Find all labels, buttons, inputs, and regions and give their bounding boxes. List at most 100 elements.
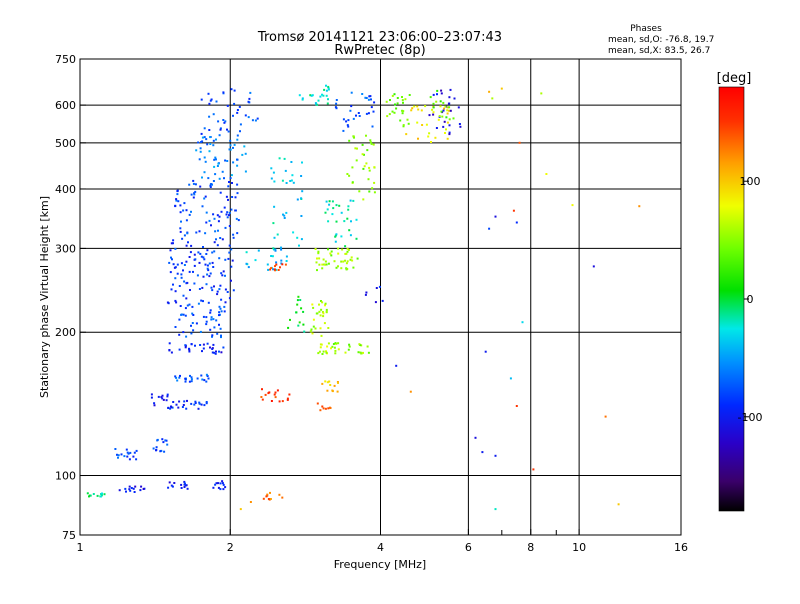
scatter-point (206, 375, 209, 377)
scatter-point (324, 211, 327, 214)
scatter-point (350, 220, 352, 223)
scatter-point (445, 116, 448, 119)
scatter-point (184, 344, 187, 347)
scatter-point (347, 208, 350, 211)
scatter-point (247, 116, 250, 119)
scatter-point (285, 211, 288, 214)
scatter-point (170, 484, 173, 487)
scatter-point (311, 332, 314, 335)
scatter-point (234, 196, 237, 199)
scatter-point (266, 263, 269, 266)
scatter-point (402, 101, 404, 104)
scatter-point (371, 125, 374, 128)
scatter-point (212, 144, 215, 147)
scatter-point (303, 330, 306, 333)
scatter-point (532, 468, 535, 471)
scatter-point (205, 323, 208, 326)
scatter-point (183, 264, 186, 266)
scatter-point (391, 110, 394, 113)
scatter-point (254, 119, 257, 122)
scatter-point (280, 259, 283, 262)
scatter-point (321, 267, 324, 270)
scatter-point (401, 99, 404, 102)
scatter-point (347, 248, 350, 251)
scatter-point (509, 377, 512, 380)
scatter-point (162, 398, 165, 401)
scatter-point (208, 102, 211, 105)
scatter-point (187, 241, 189, 244)
scatter-point (440, 110, 443, 113)
scatter-point (220, 351, 223, 354)
scatter-point (346, 268, 349, 270)
scatter-point (202, 315, 205, 318)
scatter-point (224, 120, 227, 123)
scatter-point (373, 166, 376, 169)
scatter-point (254, 259, 257, 262)
scatter-point (206, 273, 209, 276)
scatter-point (99, 495, 102, 498)
scatter-point (188, 350, 191, 353)
scatter-point (272, 268, 275, 271)
scatter-point (372, 143, 375, 146)
scatter-point (208, 275, 211, 278)
scatter-point (204, 160, 207, 163)
scatter-point (188, 347, 190, 350)
scatter-point (348, 229, 351, 232)
scatter-point (281, 496, 284, 499)
scatter-point (232, 236, 235, 239)
scatter-point (494, 454, 497, 457)
scatter-point (402, 125, 405, 128)
scatter-point (236, 164, 239, 167)
scatter-point (188, 213, 191, 216)
scatter-point (185, 407, 188, 410)
scatter-point (172, 401, 175, 403)
scatter-point (318, 263, 321, 266)
scatter-point (228, 214, 230, 217)
scatter-point (130, 487, 133, 489)
scatter-point (244, 170, 247, 173)
scatter-point (224, 226, 227, 229)
scatter-point (221, 480, 224, 483)
scatter-point (292, 231, 295, 234)
scatter-point (297, 324, 300, 327)
scatter-point (340, 211, 343, 214)
scatter-point (373, 101, 376, 104)
scatter-point (274, 249, 277, 252)
scatter-point (249, 501, 252, 503)
scatter-point (337, 252, 340, 255)
scatter-point (168, 481, 171, 484)
scatter-point (407, 122, 410, 125)
scatter-point (155, 446, 158, 449)
scatter-point (199, 185, 202, 188)
scatter-point (209, 186, 212, 188)
scatter-point (446, 106, 449, 109)
scatter-point (163, 450, 166, 453)
scatter-point (245, 251, 248, 254)
scatter-point (211, 351, 214, 354)
scatter-point (221, 238, 224, 241)
scatter-point (133, 451, 136, 454)
scatter-point (326, 345, 329, 348)
scatter-point (261, 398, 264, 401)
scatter-point (182, 331, 185, 334)
scatter-point (155, 448, 158, 451)
scatter-point (402, 110, 405, 113)
scatter-point (123, 455, 126, 458)
scatter-point (355, 237, 358, 240)
scatter-point (416, 105, 419, 108)
scatter-point (272, 171, 275, 174)
scatter-point (324, 263, 326, 266)
scatter-point (89, 494, 92, 497)
scatter-point (346, 217, 349, 220)
scatter-point (337, 348, 340, 351)
scatter-point (190, 244, 193, 247)
scatter-point (345, 262, 348, 265)
scatter-point (325, 351, 328, 354)
scatter-point (120, 453, 123, 456)
scatter-point (358, 190, 361, 193)
scatter-point (181, 406, 184, 408)
scatter-point (191, 312, 194, 315)
scatter-point (219, 482, 222, 485)
scatter-point (230, 174, 233, 177)
scatter-point (319, 346, 322, 349)
